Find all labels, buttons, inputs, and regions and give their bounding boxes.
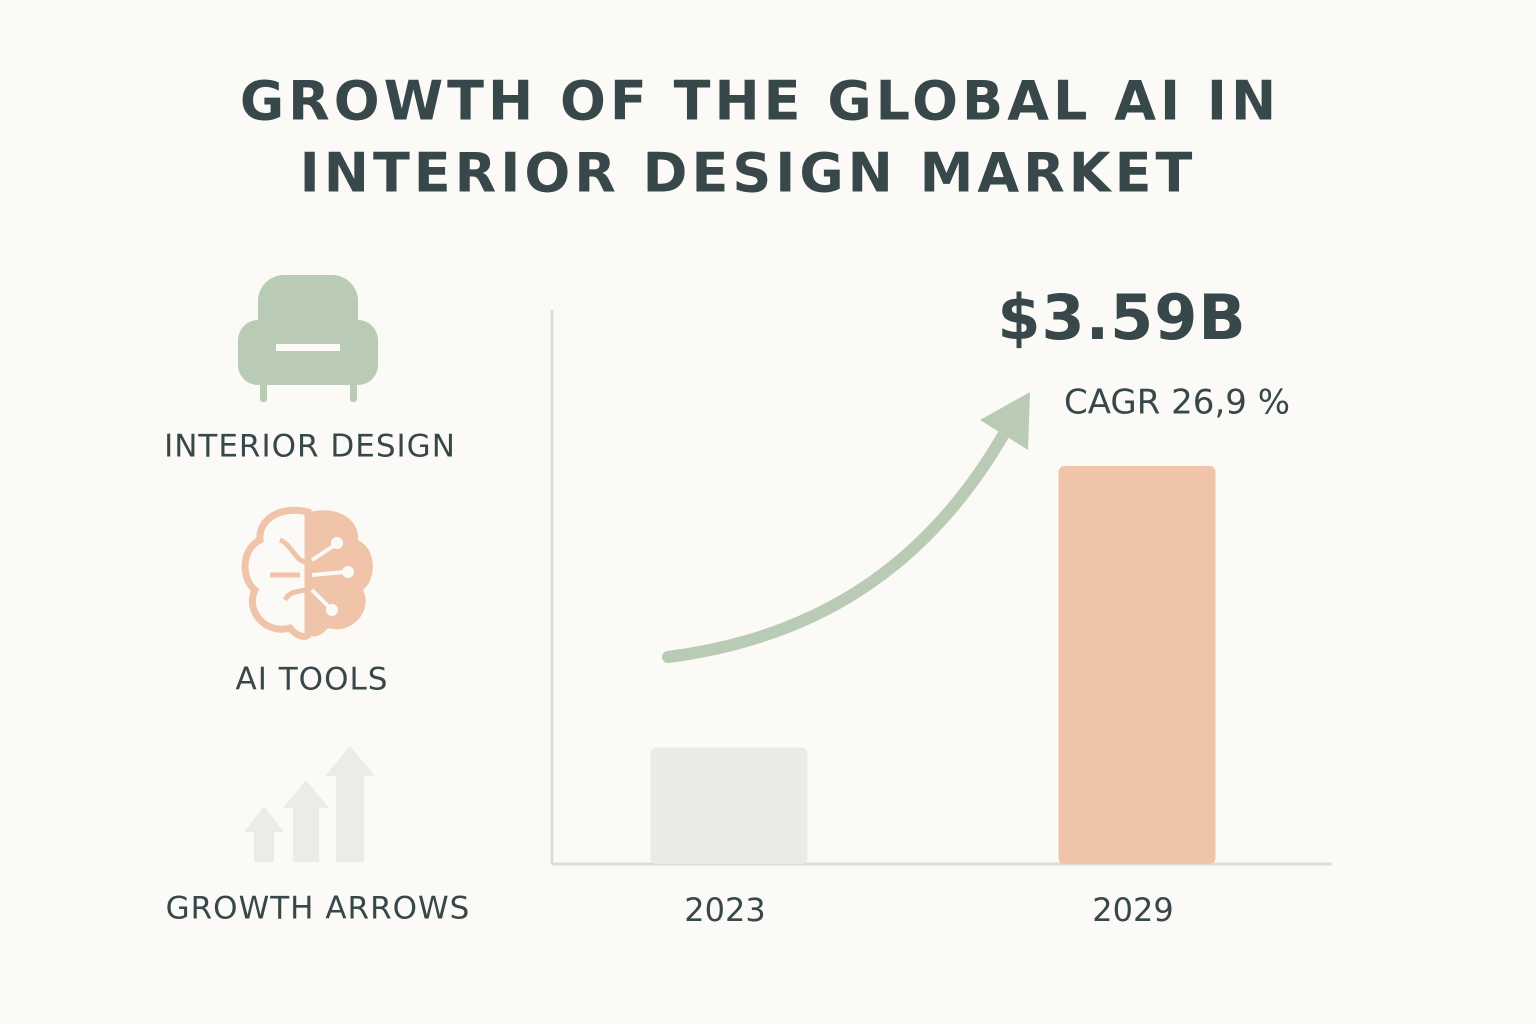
bar xyxy=(650,747,808,864)
sidebar-label: AI TOOLS xyxy=(236,662,389,698)
growth-arrows-icon xyxy=(244,746,375,862)
value-label: $3.59B xyxy=(997,281,1246,354)
growth-curve xyxy=(662,426,1011,663)
growth-arrowhead xyxy=(980,392,1030,450)
x-tick-label: 2023 xyxy=(684,891,765,929)
bar xyxy=(1058,466,1216,864)
chart-title: GROWTH OF THE GLOBAL AI IN xyxy=(240,70,1280,133)
brain-icon xyxy=(241,506,373,640)
chart-title: INTERIOR DESIGN MARKET xyxy=(300,142,1197,205)
armchair-icon xyxy=(238,275,378,402)
sidebar-label: GROWTH ARROWS xyxy=(166,891,471,927)
annotation: CAGR 26,9 % xyxy=(1064,383,1290,423)
x-tick-label: 2029 xyxy=(1092,891,1173,929)
sidebar-label: INTERIOR DESIGN xyxy=(164,429,456,465)
